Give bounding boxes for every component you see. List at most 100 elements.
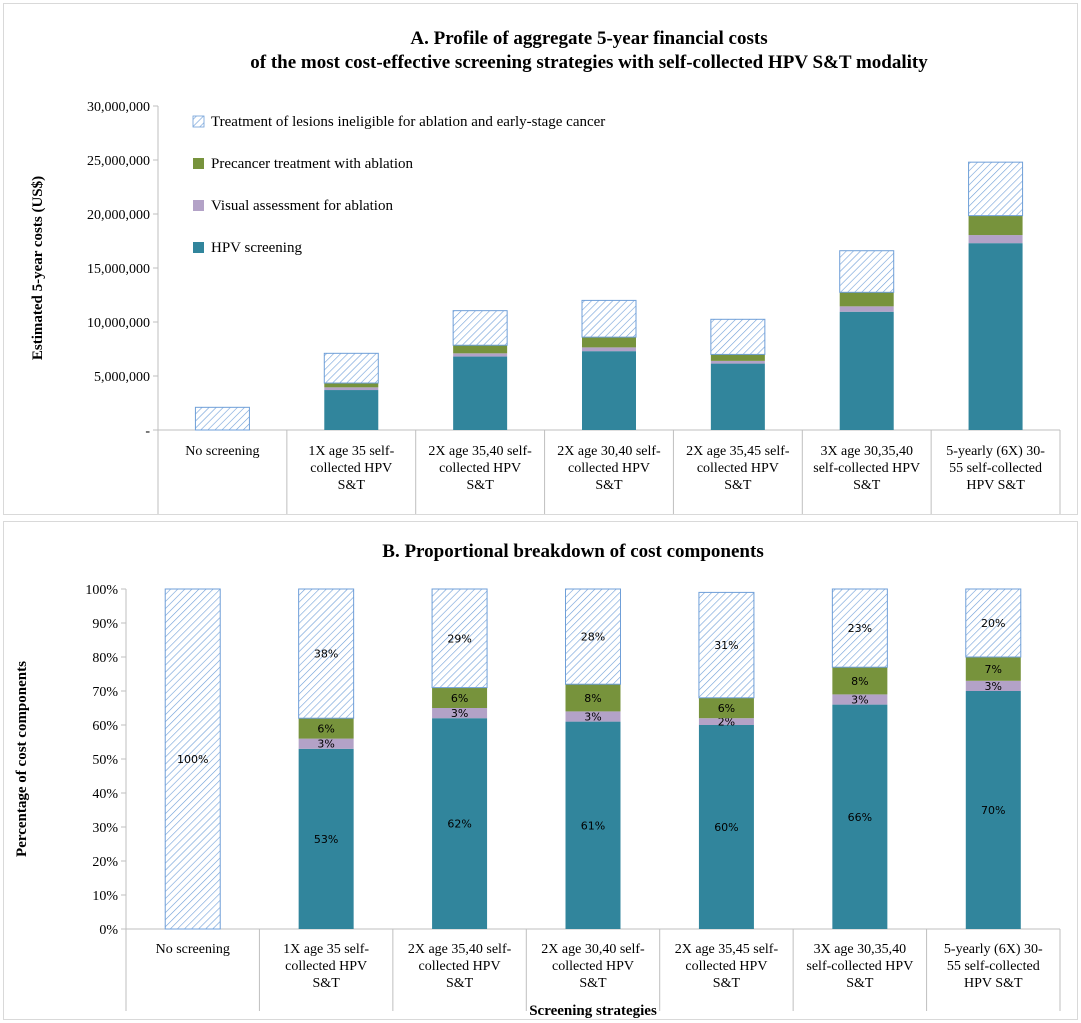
x-category-label: No screening	[185, 444, 259, 459]
legend-swatch-treatment	[192, 115, 205, 128]
bar-treatment	[839, 250, 895, 293]
bar-precancer	[298, 718, 354, 739]
x-category-label: collected HPV	[439, 461, 521, 476]
y-tick-label: 100%	[85, 583, 118, 598]
x-category-label: No screening	[156, 942, 230, 957]
bar-visual	[432, 708, 488, 719]
data-label-hpv: 61%	[581, 819, 605, 832]
x-category-label: collected HPV	[685, 959, 767, 974]
x-category-label: S&T	[713, 976, 741, 991]
x-category-label: self-collected HPV	[813, 461, 920, 476]
data-label-precancer: 6%	[451, 692, 468, 705]
x-category-label: collected HPV	[285, 959, 367, 974]
bar-treatment	[431, 588, 488, 689]
bar-treatment	[831, 588, 888, 668]
x-category-label: S&T	[313, 976, 341, 991]
x-category-label: 1X age 35 self-	[308, 444, 394, 459]
bar-hpv	[324, 390, 379, 430]
data-label-precancer: 7%	[985, 663, 1002, 676]
data-label-treatment: 28%	[581, 631, 605, 644]
bar-precancer	[968, 215, 1023, 236]
bar-treatment	[323, 352, 379, 384]
x-category-label: 5-yearly (6X) 30-	[946, 444, 1045, 459]
y-tick-label: 60%	[92, 719, 118, 734]
x-category-label: 2X age 35,45 self-	[675, 942, 779, 957]
bar-visual	[698, 718, 754, 725]
bar-treatment	[698, 591, 755, 699]
chart-title: B. Proportional breakdown of cost compon…	[382, 541, 763, 562]
bar-treatment	[298, 588, 355, 719]
data-label-hpv: 62%	[447, 818, 471, 831]
y-tick-label: 0%	[99, 923, 118, 938]
bar-hpv	[565, 721, 621, 929]
bar-precancer	[710, 354, 765, 361]
x-category-label: S&T	[846, 976, 874, 991]
x-axis-label: Screening strategies	[529, 1003, 657, 1019]
bar-hpv	[582, 351, 636, 430]
y-tick-label: 30%	[92, 821, 118, 836]
x-category-label: collected HPV	[552, 959, 634, 974]
bar-visual	[582, 347, 636, 352]
bar-precancer	[565, 684, 621, 712]
bar-treatment	[581, 299, 637, 338]
y-tick-label: 25,000,000	[87, 154, 150, 169]
bar-precancer	[965, 657, 1021, 681]
y-tick-label: 10%	[92, 889, 118, 904]
bar-hpv	[839, 311, 894, 430]
x-category-label: HPV S&T	[964, 976, 1023, 991]
x-category-label: S&T	[595, 478, 623, 493]
bar-precancer	[432, 687, 488, 708]
x-category-label: S&T	[338, 478, 366, 493]
bar-hpv	[710, 363, 765, 430]
y-tick-label: 5,000,000	[94, 370, 150, 385]
bar-hpv	[965, 691, 1021, 929]
x-category-label: 2X age 30,40 self-	[557, 444, 661, 459]
chart-title: of the most cost-effective screening str…	[250, 52, 928, 73]
bar-precancer	[839, 292, 894, 307]
bar-precancer	[832, 667, 888, 695]
y-tick-label: 40%	[92, 787, 118, 802]
x-category-label: collected HPV	[310, 461, 392, 476]
bar-visual	[968, 235, 1023, 244]
x-category-label: HPV S&T	[966, 478, 1025, 493]
y-tick-label: 30,000,000	[87, 100, 150, 115]
x-category-label: S&T	[724, 478, 752, 493]
legend-label-treatment: Treatment of lesions ineligible for abla…	[211, 114, 605, 130]
x-category-label: 2X age 35,40 self-	[408, 942, 512, 957]
x-category-label: 55 self-collected	[947, 959, 1040, 974]
x-category-label: S&T	[853, 478, 881, 493]
bar-visual	[710, 360, 765, 364]
bar-visual	[965, 680, 1021, 691]
panel-b-chart: B. Proportional breakdown of cost compon…	[3, 521, 1078, 1020]
bar-treatment	[452, 310, 508, 346]
bar-precancer	[324, 383, 379, 388]
bar-treatment	[710, 318, 766, 355]
bar-precancer	[698, 697, 754, 719]
data-label-precancer: 6%	[317, 722, 334, 735]
panel-a-chart: A. Profile of aggregate 5-year financial…	[3, 3, 1078, 515]
data-label-hpv: 53%	[314, 833, 338, 846]
data-label-visual: 2%	[718, 716, 735, 729]
y-tick-label: 90%	[92, 617, 118, 632]
y-tick-label: -	[145, 424, 150, 439]
chart-title: A. Profile of aggregate 5-year financial…	[410, 28, 767, 49]
data-label-visual: 3%	[451, 707, 468, 720]
data-label-hpv: 70%	[981, 804, 1005, 817]
data-label-treatment: 100%	[177, 753, 208, 766]
x-category-label: 2X age 30,40 self-	[541, 942, 645, 957]
x-category-label: 3X age 30,35,40	[814, 942, 907, 957]
y-tick-label: 20%	[92, 855, 118, 870]
x-category-label: 2X age 35,40 self-	[428, 444, 532, 459]
bar-hpv	[698, 725, 754, 929]
data-label-visual: 3%	[851, 694, 868, 707]
x-category-label: 2X age 35,45 self-	[686, 444, 790, 459]
bar-visual	[324, 387, 379, 391]
y-tick-label: 15,000,000	[87, 262, 150, 277]
x-category-label: S&T	[446, 976, 474, 991]
legend-swatch-hpv	[193, 242, 204, 253]
x-category-label: collected HPV	[568, 461, 650, 476]
legend-swatch-precancer	[193, 158, 204, 169]
y-axis-label: Estimated 5-year costs (US$)	[30, 176, 46, 360]
bar-precancer	[582, 337, 636, 348]
